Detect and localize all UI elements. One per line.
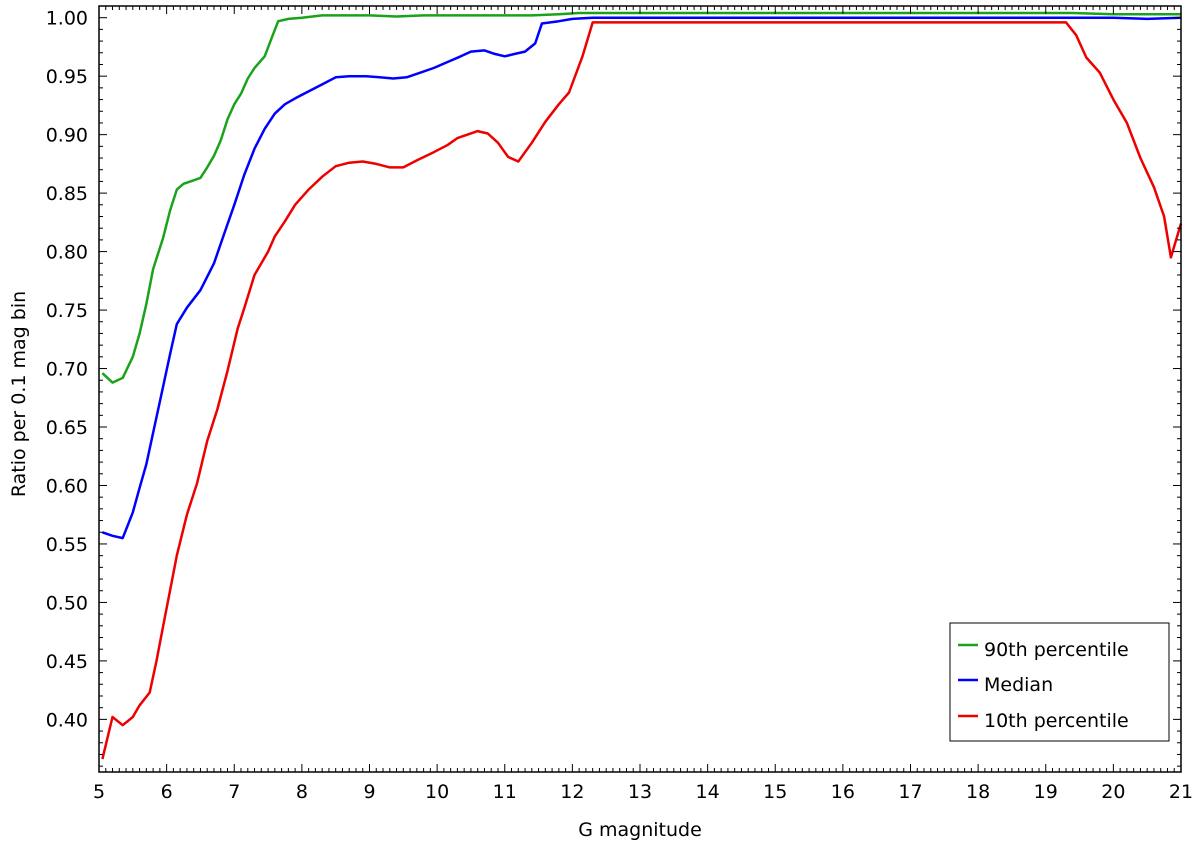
x-tick-label: 9 [363, 781, 375, 803]
series-line-10th-percentile [101, 21, 1183, 760]
y-tick-label: 1.00 [46, 8, 88, 30]
ticks-layer: 5 6 7 8 9 10 11 12 13 14 15 16 17 18 19 20 21 0.40 0.45 0.5… [46, 5, 1193, 803]
legend-label-10th: 10th percentile [984, 710, 1129, 732]
x-tick-label: 16 [831, 781, 855, 803]
x-tick-label: 10 [425, 781, 449, 803]
y-tick-label: 0.90 [46, 125, 88, 147]
x-tick-label: 12 [560, 781, 584, 803]
y-tick-label: 0.70 [46, 359, 88, 381]
x-tick-label: 11 [493, 781, 517, 803]
x-tick-label: 6 [161, 781, 173, 803]
x-tick-label: 5 [93, 781, 105, 803]
x-tick-label: 20 [1101, 781, 1125, 803]
x-tick-label: 18 [966, 781, 990, 803]
x-tick-label: 14 [696, 781, 720, 803]
y-tick-label: 0.85 [46, 183, 88, 205]
legend-label-median: Median [984, 674, 1053, 696]
y-tick-label: 0.40 [46, 709, 88, 731]
x-tick-label: 15 [763, 781, 787, 803]
legend: 90th percentile Median 10th percentile [949, 622, 1170, 742]
y-tick-label: 0.95 [46, 66, 88, 88]
y-tick-label: 0.50 [46, 592, 88, 614]
y-tick-label: 0.45 [46, 651, 88, 673]
x-tick-label: 17 [898, 781, 922, 803]
y-tick-label: 0.80 [46, 242, 88, 264]
x-tick-label: 7 [228, 781, 240, 803]
y-tick-label: 0.75 [46, 300, 88, 322]
series-line-median [101, 16, 1182, 540]
y-tick-label: 0.65 [46, 417, 88, 439]
x-tick-label: 19 [1034, 781, 1058, 803]
x-tick-label: 21 [1169, 781, 1193, 803]
x-axis-title: G magnitude [578, 819, 702, 841]
y-tick-label: 0.55 [46, 534, 88, 556]
y-axis-title: Ratio per 0.1 mag bin [8, 291, 30, 497]
x-tick-label: 8 [296, 781, 308, 803]
x-tick-label: 13 [628, 781, 652, 803]
y-tick-label: 0.60 [46, 475, 88, 497]
legend-box [949, 622, 1170, 742]
legend-label-90th: 90th percentile [984, 639, 1129, 661]
